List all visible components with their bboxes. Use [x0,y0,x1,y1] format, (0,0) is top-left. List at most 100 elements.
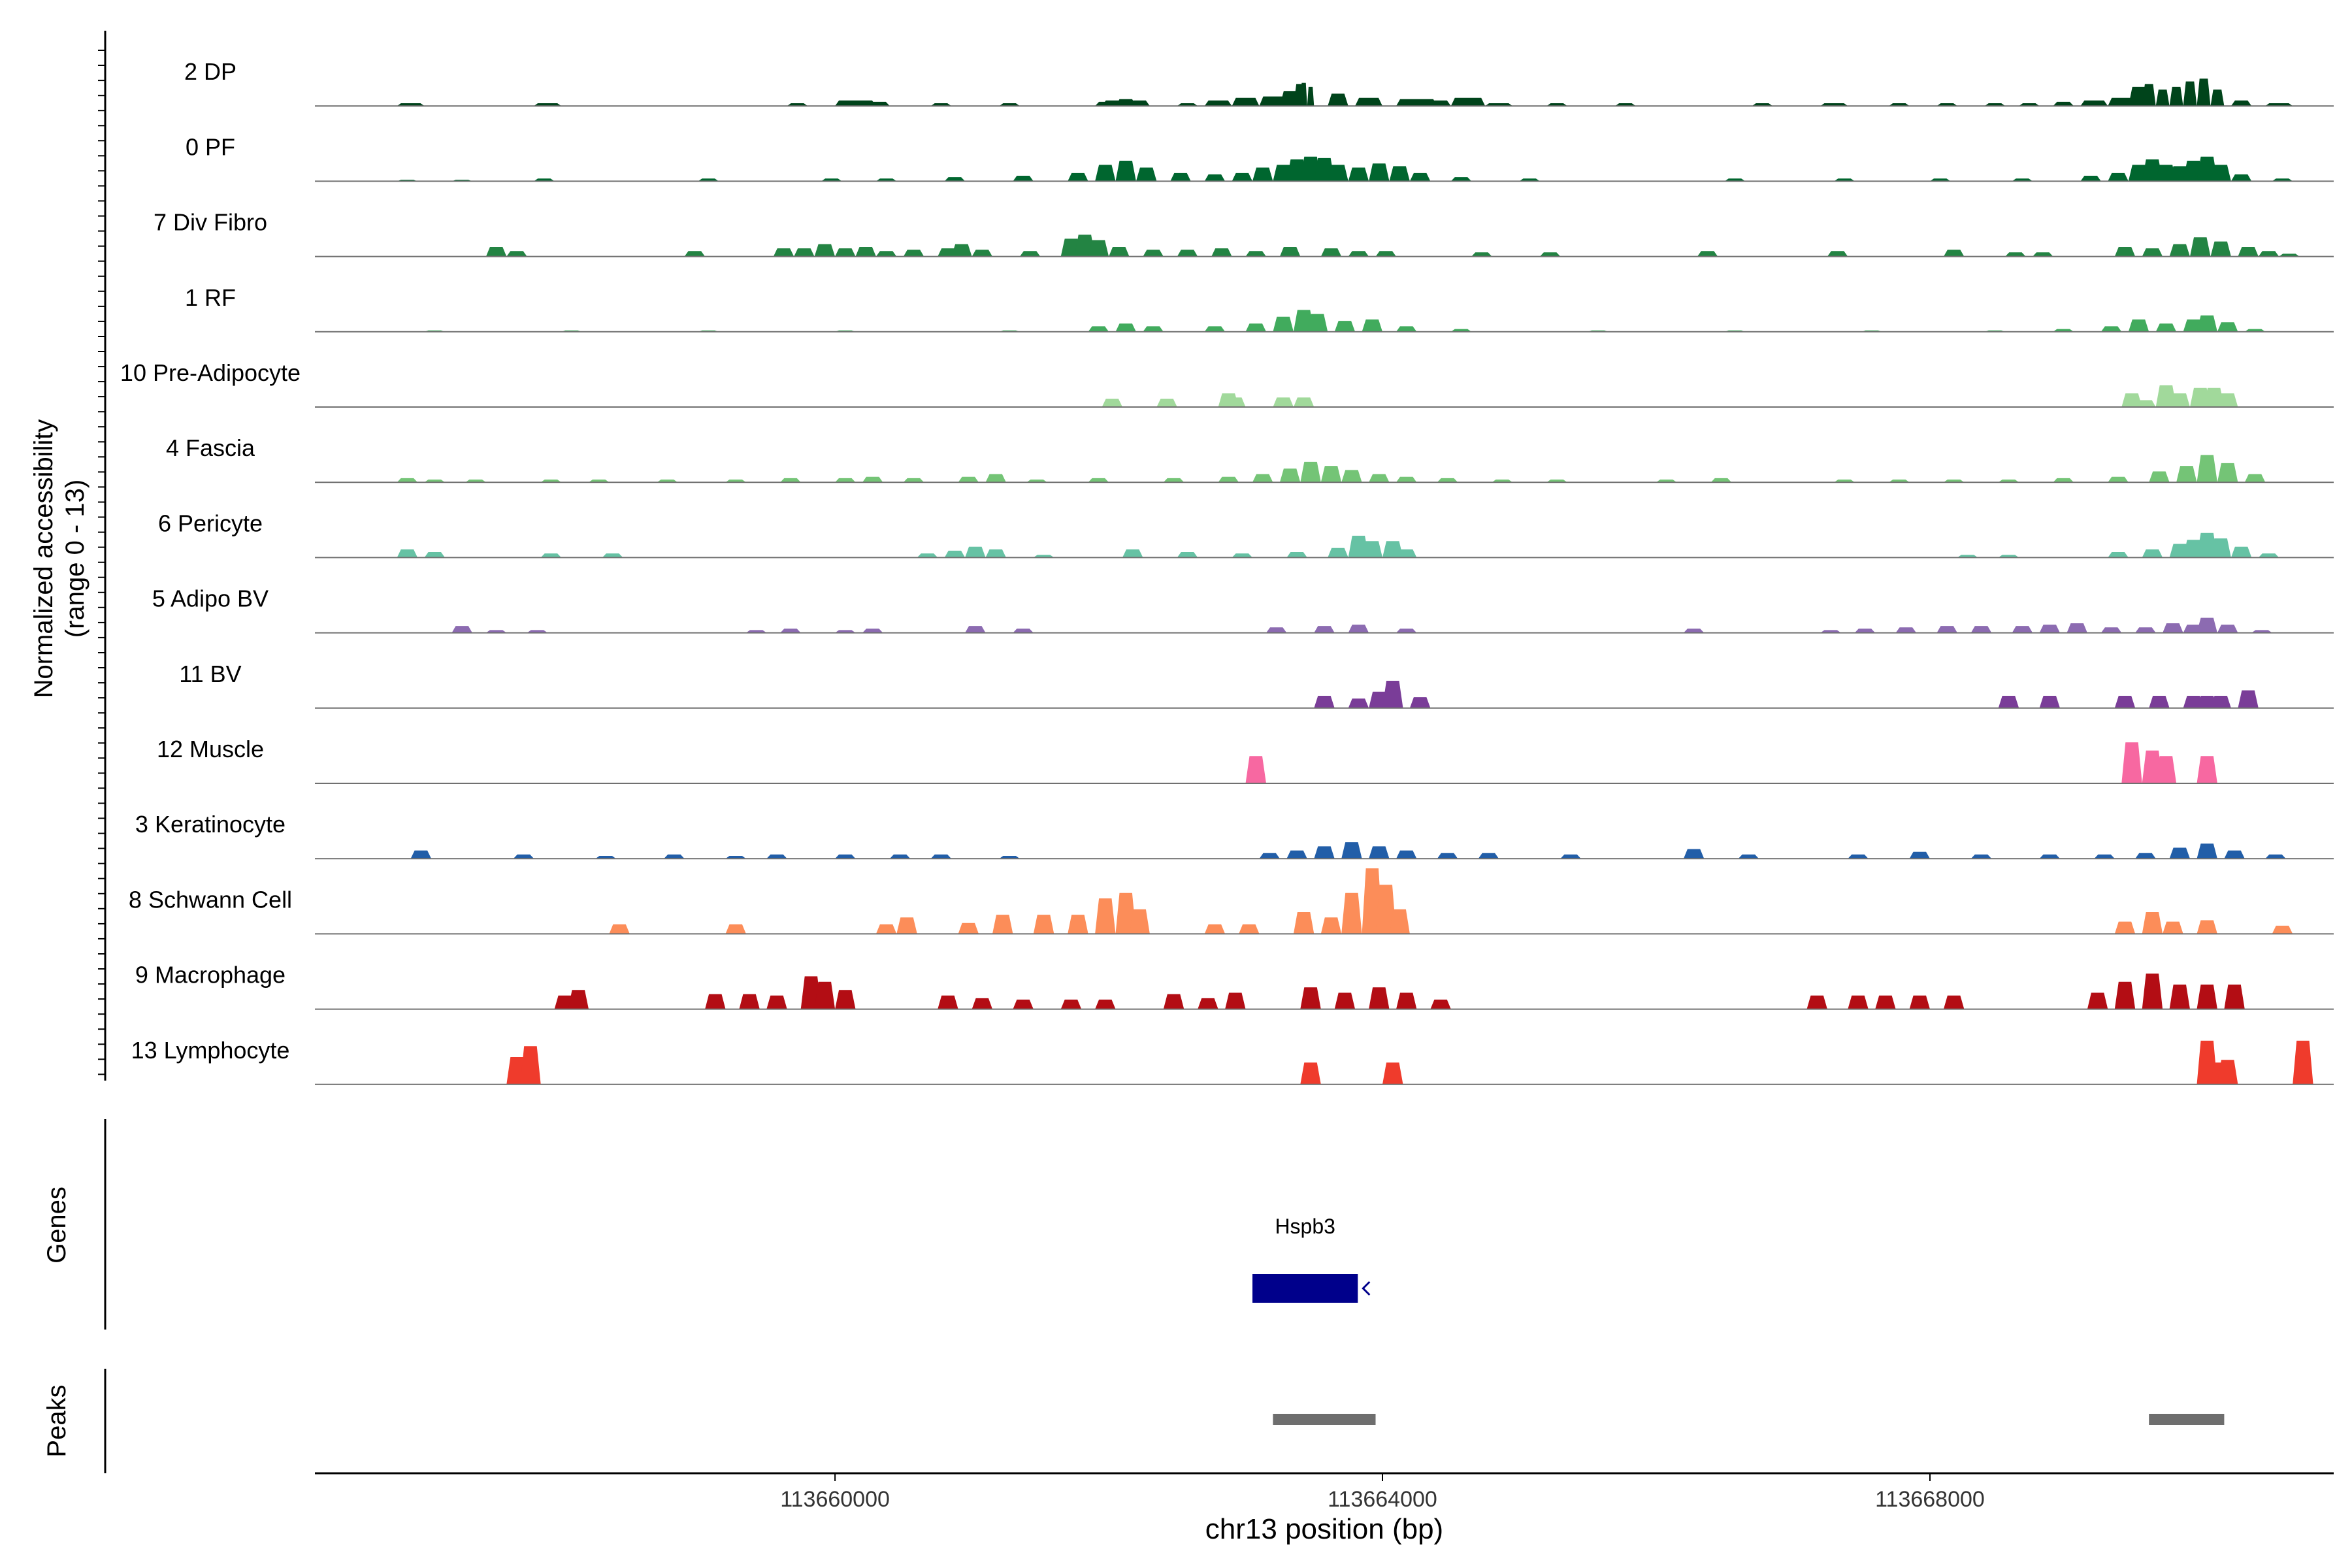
coverage-bin [1341,892,1362,934]
coverage-bin [2114,921,2136,934]
coverage-bin [602,553,623,558]
coverage-bin [1450,97,1486,106]
track-label: 12 Muscle [157,736,264,762]
coverage-bin [2230,546,2252,558]
coverage-bin [1348,167,1369,182]
coverage-bin [1546,103,1567,106]
coverage-bin [2210,538,2231,558]
coverage-bin [835,630,856,633]
gene-label: Hspb3 [1275,1215,1335,1238]
coverage-bin [1293,912,1315,934]
coverage-bin [1307,314,1328,332]
coverage-bin [2142,84,2156,106]
track-label: 7 Div Fibro [154,209,267,236]
coverage-bin [2169,244,2190,257]
coverage-bin [1820,103,1848,106]
y-axis-label-line2: (range 0 - 13) [61,480,90,638]
coverage-bin [862,101,890,106]
coverage-bin [2197,455,2217,483]
coverage-bin [664,854,685,859]
coverage-bin [951,244,972,257]
coverage-bin [972,998,992,1009]
coverage-bin [1437,478,1458,483]
coverage-bin [698,178,719,182]
coverage-bin [2114,247,2136,257]
coverage-bin [2163,921,2183,934]
coverage-bin [903,250,924,257]
coverage-bin [1211,248,1232,257]
coverage-bin [2155,323,2177,332]
coverage-bin [1396,992,1417,1009]
coverage-bin [972,250,992,257]
coverage-bin [1615,103,1636,106]
coverage-bin [875,251,897,257]
coverage-bin [1279,468,1301,483]
coverage-bin [725,924,746,934]
coverage-bin [1013,176,1034,182]
y-axis-ticks [98,50,105,1075]
coverage-bin [2135,400,2156,407]
coverage-bin [1348,251,1369,257]
coverage-bin [1827,251,1848,257]
coverage-bin [725,480,746,483]
coverage-bin [835,248,856,257]
coverage-bin [1088,326,1109,332]
coverage-bin [1348,698,1369,708]
coverage-bin [1328,547,1348,558]
coverage-bin [2279,253,2300,257]
coverage-bin [534,103,562,106]
coverage-bin [595,856,616,859]
gene-strand-arrow [1362,1281,1371,1296]
coverage-bin [1135,167,1157,182]
coverage-bin [2210,90,2225,106]
coverage-bin [1245,756,1266,783]
coverage-bin [2258,553,2279,558]
coverage-bin [1752,103,1773,106]
x-tick-label: 113660000 [780,1487,890,1512]
coverage-bin [1984,103,2006,106]
x-tick-label: 113664000 [1328,1487,1437,1512]
coverage-bin [1854,629,1876,633]
coverage-bin [2114,696,2136,708]
coverage-bin [1437,853,1458,859]
coverage-bin [1930,178,1951,182]
coverage-bin [1225,397,1246,407]
coverage-bin [397,549,418,558]
peaks-track [1273,1414,2225,1425]
coverage-bin [1033,555,1054,558]
coverage-bin [1834,178,1855,182]
coverage-bin [1068,172,1088,182]
coverage-bin [725,856,746,859]
coverage-bin [875,178,897,182]
coverage-bin [1300,82,1307,106]
coverage-bin [2244,474,2266,483]
coverage-bin [1430,1000,1451,1009]
coverage-bin [2230,174,2252,182]
coverage-bin [773,248,794,257]
coverage-bin [2272,178,2293,182]
track-7: 6 Pericyte [158,510,2334,559]
coverage-bin [1396,850,1417,859]
coverage-bin [2224,985,2245,1009]
coverage-bin [875,924,897,934]
coverage-bin [1970,854,1992,859]
track-10: 12 Muscle [157,736,2334,784]
coverage-bin [1177,103,1198,106]
track-5: 10 Pre-Adipocyte [120,359,2334,408]
coverage-bin [540,553,562,558]
coverage-bin [930,103,952,106]
coverage-bin [1300,1062,1321,1085]
coverage-bin [1177,250,1198,257]
coverage-bin [999,103,1020,106]
coverage-bin [2197,1040,2217,1085]
coverage-bin [2197,920,2217,934]
coverage-bin [2149,471,2170,483]
coverage-bin [1943,480,1965,483]
coverage-bin [903,478,924,483]
coverage-bin [1539,252,1561,257]
coverage-bin [1198,998,1218,1009]
coverage-bin [2272,925,2293,934]
coverage-bin [944,550,966,558]
coverage-bin [2005,252,2026,257]
coverage-bin [1375,251,1396,257]
